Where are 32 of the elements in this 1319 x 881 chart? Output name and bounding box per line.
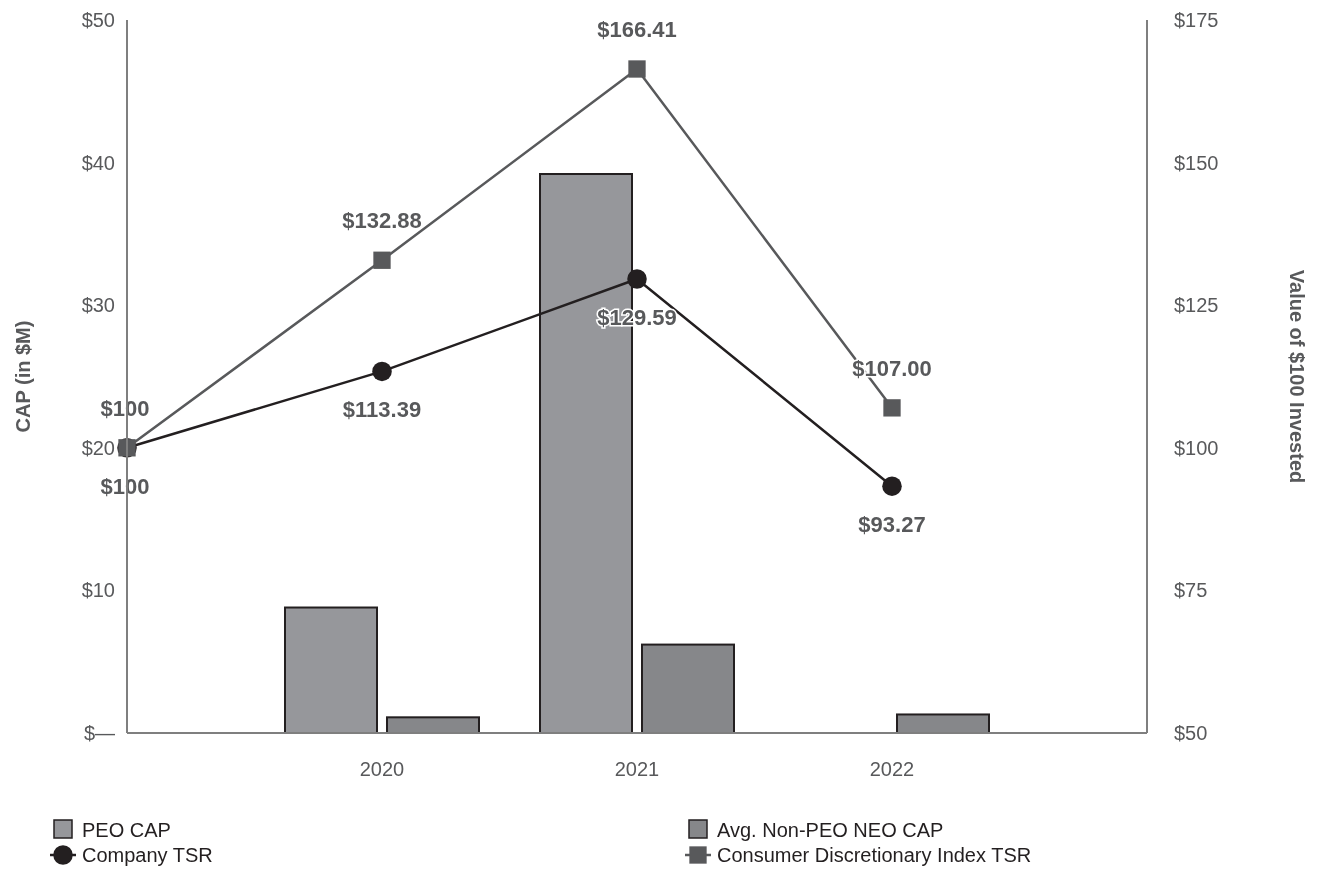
y-tick-label: $10	[81, 579, 115, 602]
x-tick-label: 2022	[869, 758, 915, 780]
y2-tick-label: $50	[1174, 722, 1208, 744]
y-tick-label: $40	[81, 151, 115, 174]
x-tick-label: 2020	[359, 758, 405, 780]
point	[373, 251, 391, 269]
legend-label: Company TSR	[82, 844, 213, 866]
bar	[284, 606, 378, 734]
data-label: $166.41	[597, 17, 677, 42]
point	[372, 361, 392, 382]
legend-label: Avg. Non-PEO NEO CAP	[717, 819, 944, 841]
y2-tick-label: $150	[1174, 151, 1219, 174]
x-tick-label: 2021	[614, 758, 660, 780]
point	[627, 269, 647, 289]
y-tick-label: $20	[81, 436, 115, 459]
y-tick-label: $—	[83, 722, 115, 744]
y-axis-title: CAP (in $M)	[12, 320, 34, 433]
y2-axis-title: Value of $100 Invested	[1286, 269, 1308, 484]
y2-tick-label: $175	[1174, 9, 1219, 31]
point	[883, 399, 901, 417]
legend-label: Consumer Discretionary Index TSR	[717, 844, 1032, 866]
y-tick-label: $50	[81, 9, 115, 31]
data-label: $113.39	[342, 397, 422, 423]
y2-tick-label: $125	[1174, 294, 1219, 317]
data-label: $132.88	[342, 208, 422, 234]
data-label: $93.27	[858, 512, 926, 538]
y-tick-label: $30	[81, 294, 115, 317]
point	[628, 60, 646, 78]
y2-tick-label: $75	[1174, 579, 1208, 602]
point	[882, 476, 902, 496]
y2-tick-label: $100	[1174, 436, 1219, 459]
legend-label: PEO CAP	[82, 819, 171, 841]
